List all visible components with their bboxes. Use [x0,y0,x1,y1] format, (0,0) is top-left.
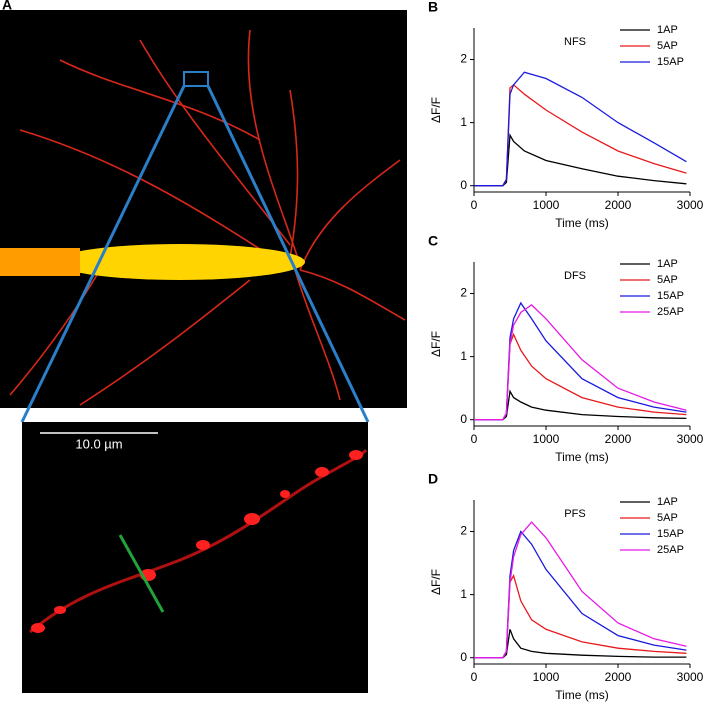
annotation: DFS [564,270,586,282]
x-tick-label: 1000 [533,198,560,212]
annotation: NFS [564,36,586,48]
legend-label: 15AP [657,56,684,68]
x-tick-label: 3000 [677,670,704,684]
legend-label: 1AP [657,496,678,508]
legend-label: 15AP [657,528,684,540]
scale-bar-label: 10.0 µm [75,436,122,451]
pipette-shaft [0,248,80,276]
line-scan [118,534,165,613]
series-line [474,304,687,421]
y-tick-label: 2 [460,524,467,538]
y-tick-label: 0 [460,650,467,664]
series-line [474,71,687,187]
panel-label: A [2,0,12,13]
axon [29,448,368,634]
y-axis-label: ΔF/F [429,569,443,595]
x-tick-label: 1000 [533,670,560,684]
y-tick-label: 1 [460,349,467,363]
series-line [474,521,687,659]
x-tick-label: 3000 [677,432,704,446]
zoom-line [20,85,186,423]
y-axis-label: ΔF/F [429,331,443,357]
x-tick-label: 2000 [605,198,632,212]
y-tick-label: 2 [460,52,467,66]
series-line [474,83,687,187]
y-tick-label: 1 [460,115,467,129]
inset-image [22,422,368,693]
panel-label: B [428,0,438,15]
x-tick-label: 0 [471,198,478,212]
x-axis-label: Time (ms) [555,216,609,230]
x-tick-label: 1000 [533,432,560,446]
x-tick-label: 2000 [605,670,632,684]
micrograph [0,10,407,408]
y-axis-label: ΔF/F [429,97,443,123]
y-tick-label: 0 [460,178,467,192]
legend-label: 25AP [657,306,684,318]
y-tick-label: 1 [460,587,467,601]
pipette [55,244,305,280]
boutons [31,450,363,633]
dendrites [9,29,406,406]
x-tick-label: 0 [471,670,478,684]
legend-label: 5AP [657,274,678,286]
annotation: PFS [564,508,585,520]
panel-label: C [428,233,438,249]
legend-label: 15AP [657,290,684,302]
legend-label: 1AP [657,258,678,270]
zoom-line [206,85,370,423]
x-tick-label: 3000 [677,198,704,212]
legend-label: 25AP [657,544,684,556]
legend-label: 5AP [657,512,678,524]
x-axis-label: Time (ms) [555,450,609,464]
legend-label: 5AP [657,40,678,52]
y-tick-label: 0 [460,412,467,426]
x-tick-label: 0 [471,432,478,446]
zoom-box [183,71,209,87]
x-axis-label: Time (ms) [555,688,609,702]
y-tick-label: 2 [460,286,467,300]
x-tick-label: 2000 [605,432,632,446]
panel-label: D [428,471,438,487]
legend-label: 1AP [657,24,678,36]
